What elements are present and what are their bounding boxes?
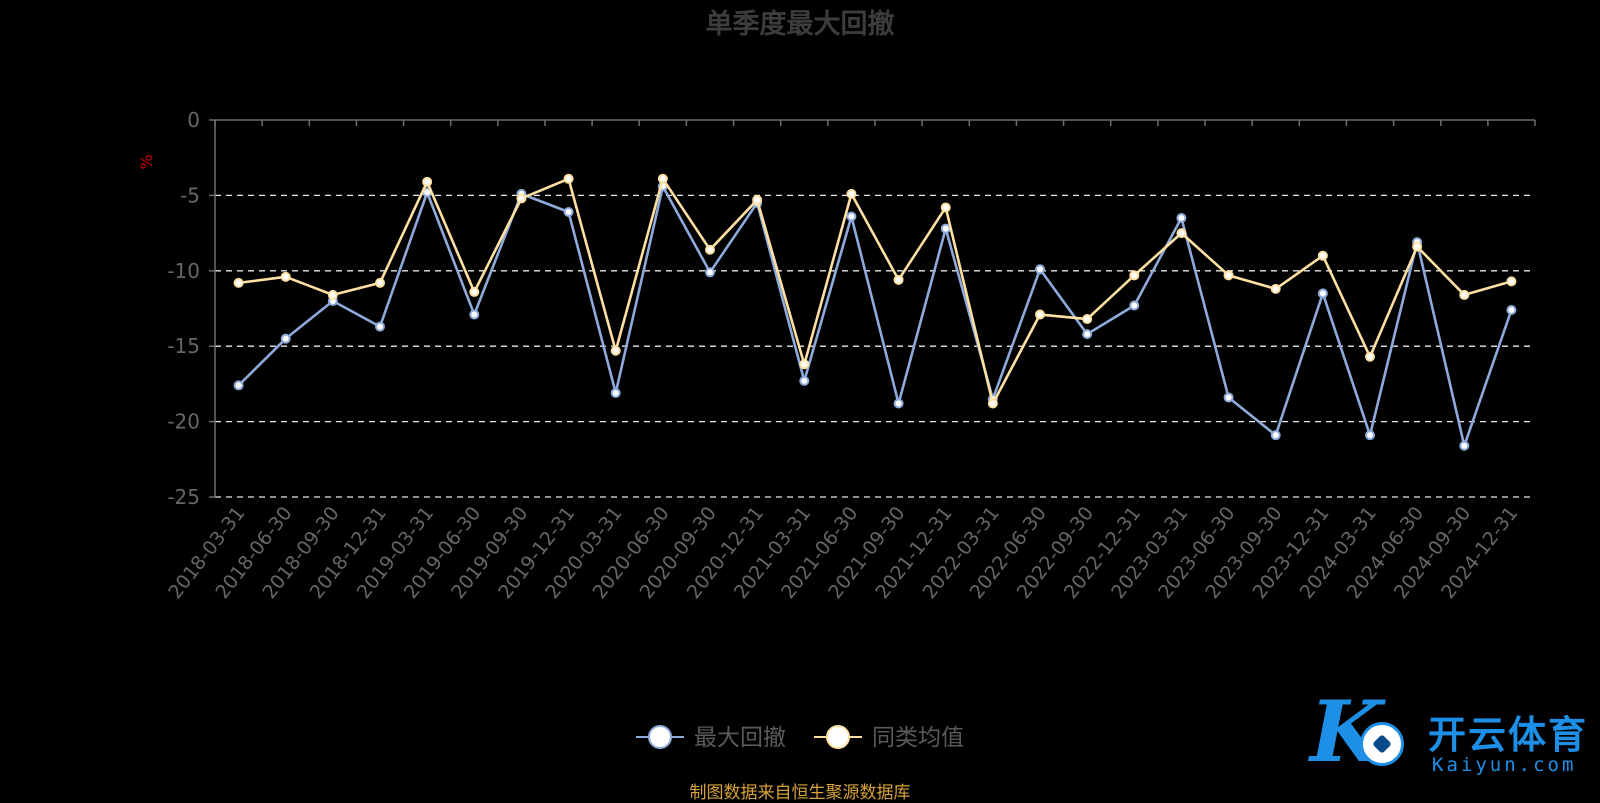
data-point[interactable]: [1459, 289, 1470, 300]
legend[interactable]: 最大回撤 同类均值: [636, 725, 964, 751]
grid-lines: [215, 194, 1535, 498]
y-axis-unit-label: %: [137, 154, 156, 169]
data-point[interactable]: [893, 398, 904, 409]
soccer-ball-icon: [1360, 722, 1404, 766]
data-point[interactable]: [705, 244, 715, 255]
data-point[interactable]: [1317, 288, 1328, 299]
brand-logo: K 开云体育 Kaiyun.com: [1310, 690, 1590, 784]
data-point[interactable]: [422, 176, 433, 187]
legend-label-1[interactable]: 最大回撤: [694, 725, 786, 751]
series-line-1: [237, 185, 1513, 448]
y-tick-label: 0: [187, 108, 200, 132]
data-point[interactable]: [987, 398, 998, 409]
y-tick-label: -25: [167, 485, 200, 509]
data-source-note: 制图数据来自恒生聚源数据库: [689, 783, 911, 803]
data-point[interactable]: [469, 309, 480, 320]
data-point[interactable]: [1317, 250, 1328, 261]
data-point[interactable]: [1129, 270, 1140, 281]
y-tick-label: -15: [167, 334, 200, 358]
data-point[interactable]: [940, 223, 951, 234]
data-point[interactable]: [1365, 430, 1375, 441]
chart-title: 单季度最大回撤: [705, 9, 895, 40]
data-point[interactable]: [1129, 300, 1140, 311]
data-point[interactable]: [1082, 314, 1093, 325]
data-point[interactable]: [1035, 309, 1045, 320]
data-point[interactable]: [233, 277, 244, 288]
data-point[interactable]: [846, 188, 857, 199]
data-point[interactable]: [375, 277, 385, 288]
y-tick-label: -5: [180, 183, 200, 207]
axes: 0-5-10-15-20-25%2018-03-312018-06-302018…: [137, 108, 1536, 603]
data-point[interactable]: [799, 375, 810, 386]
data-point[interactable]: [1270, 283, 1281, 294]
data-point[interactable]: [893, 274, 904, 285]
data-point[interactable]: [705, 267, 715, 278]
data-point[interactable]: [563, 206, 574, 217]
y-tick-label: -20: [167, 410, 200, 434]
data-point[interactable]: [233, 380, 244, 391]
data-point[interactable]: [1082, 329, 1093, 340]
logo-cn-text: 开云体育: [1428, 713, 1589, 757]
data-point[interactable]: [1223, 270, 1234, 281]
data-point[interactable]: [1506, 276, 1517, 287]
data-point[interactable]: [752, 194, 763, 205]
legend-marker-2[interactable]: [826, 725, 850, 749]
logo-en-text: Kaiyun.com: [1432, 754, 1577, 776]
data-point[interactable]: [846, 211, 857, 222]
data-point[interactable]: [375, 321, 385, 332]
data-point[interactable]: [280, 333, 291, 344]
y-tick-label: -10: [167, 259, 200, 283]
data-point[interactable]: [610, 345, 621, 356]
data-point[interactable]: [1506, 305, 1517, 316]
data-point[interactable]: [610, 387, 621, 398]
data-point[interactable]: [1176, 213, 1187, 224]
data-point[interactable]: [1176, 228, 1187, 239]
data-point[interactable]: [1223, 392, 1234, 403]
series-lines: [233, 173, 1517, 451]
data-point[interactable]: [940, 202, 951, 213]
legend-marker-1[interactable]: [648, 725, 672, 749]
data-point[interactable]: [1459, 440, 1470, 451]
data-point[interactable]: [469, 286, 480, 297]
data-point[interactable]: [327, 289, 338, 300]
data-point[interactable]: [280, 271, 291, 282]
data-point[interactable]: [657, 173, 668, 184]
legend-label-2[interactable]: 同类均值: [872, 725, 964, 751]
data-point[interactable]: [516, 193, 527, 204]
data-point[interactable]: [1270, 430, 1281, 441]
data-point[interactable]: [1365, 351, 1375, 362]
data-point[interactable]: [563, 173, 574, 184]
data-point[interactable]: [1035, 264, 1045, 275]
data-point[interactable]: [1412, 241, 1423, 252]
series-line-2: [238, 177, 1512, 405]
data-point[interactable]: [799, 359, 810, 370]
